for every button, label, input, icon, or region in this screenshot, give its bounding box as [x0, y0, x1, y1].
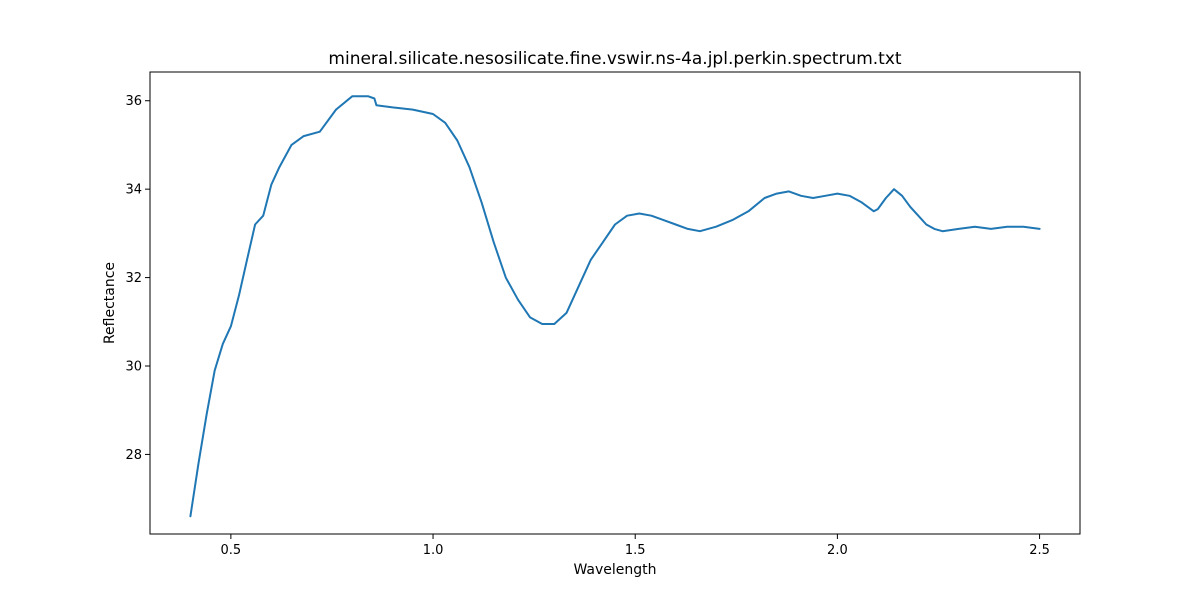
y-tick-label: 30	[125, 360, 142, 375]
y-axis-label: Reflectance	[102, 262, 118, 344]
y-tick-label: 32	[125, 271, 142, 286]
x-tick-label: 2.0	[827, 543, 848, 558]
x-tick-label: 1.5	[625, 543, 646, 558]
series-layer	[189, 95, 1041, 518]
plot-frame	[149, 71, 1081, 535]
chart-title: mineral.silicate.nesosilicate.fine.vswir…	[328, 49, 902, 69]
x-tick-label: 1.0	[423, 543, 444, 558]
spectrum-line	[189, 95, 1041, 518]
y-tick-label: 34	[125, 183, 142, 198]
x-tick-label: 2.5	[1029, 543, 1050, 558]
x-axis: 0.5 1.0 1.5 2.0 2.5	[221, 534, 1050, 558]
y-tick-label: 36	[125, 94, 142, 109]
x-tick-label: 0.5	[221, 543, 242, 558]
y-tick-label: 28	[125, 448, 142, 463]
x-axis-label: Wavelength	[573, 562, 656, 578]
y-axis: 28 30 32 34 36	[125, 94, 150, 463]
